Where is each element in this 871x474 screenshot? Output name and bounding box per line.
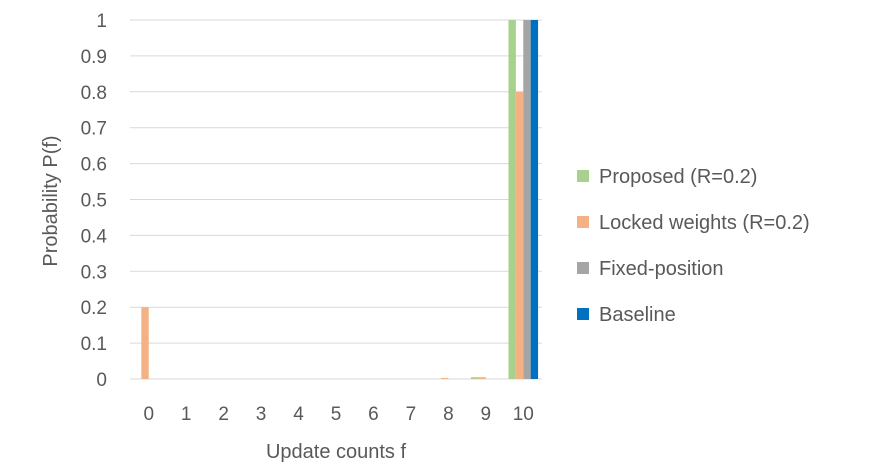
legend-swatch [577,216,589,228]
bar [515,91,524,380]
y-tick-label: 0 [96,370,107,391]
y-tick-labels: 0 0.1 0.2 0.3 0.4 0.5 0.6 0.7 0.8 0.9 1 [81,11,108,391]
y-tick-label: 0.5 [81,191,107,212]
x-tick-label: 4 [293,404,304,425]
legend-swatch [577,262,589,274]
gridlines [130,19,542,380]
x-axis-title: Update counts f [266,441,407,463]
bars [141,20,539,380]
legend: Proposed (R=0.2) Locked weights (R=0.2) Fi… [577,166,810,326]
bar [478,377,486,379]
bar [508,20,516,379]
x-tick-label: 3 [256,404,267,425]
x-tick-labels: 0 1 2 3 4 5 6 7 8 9 10 [143,404,533,425]
y-tick-label: 0.9 [81,47,107,68]
x-tick-label: 8 [443,404,454,425]
bar [440,378,449,379]
x-tick-label: 1 [181,404,192,425]
y-tick-label: 0.2 [81,298,107,319]
x-tick-label: 9 [481,404,492,425]
legend-label: Proposed (R=0.2) [599,166,757,188]
legend-label: Fixed-position [599,258,724,280]
x-tick-label: 2 [218,404,229,425]
bar [141,307,149,379]
y-tick-label: 0.8 [81,83,107,104]
y-tick-label: 0.6 [81,155,107,176]
bar [523,20,531,379]
y-axis-title: Probability P(f) [40,135,62,266]
y-tick-label: 0.4 [81,226,108,247]
bar [530,20,539,379]
legend-swatch [577,170,589,182]
y-tick-label: 0.3 [81,262,107,283]
x-tick-label: 5 [331,404,342,425]
legend-label: Locked weights (R=0.2) [599,212,810,234]
legend-swatch [577,308,589,320]
x-tick-label: 0 [143,404,154,425]
legend-label: Baseline [599,304,676,326]
y-tick-label: 0.1 [81,334,107,355]
bar [471,377,479,379]
y-tick-label: 0.7 [81,119,107,140]
x-tick-label: 7 [406,404,417,425]
x-tick-label: 10 [513,404,534,425]
x-tick-label: 6 [368,404,379,425]
y-tick-label: 1 [96,11,107,32]
